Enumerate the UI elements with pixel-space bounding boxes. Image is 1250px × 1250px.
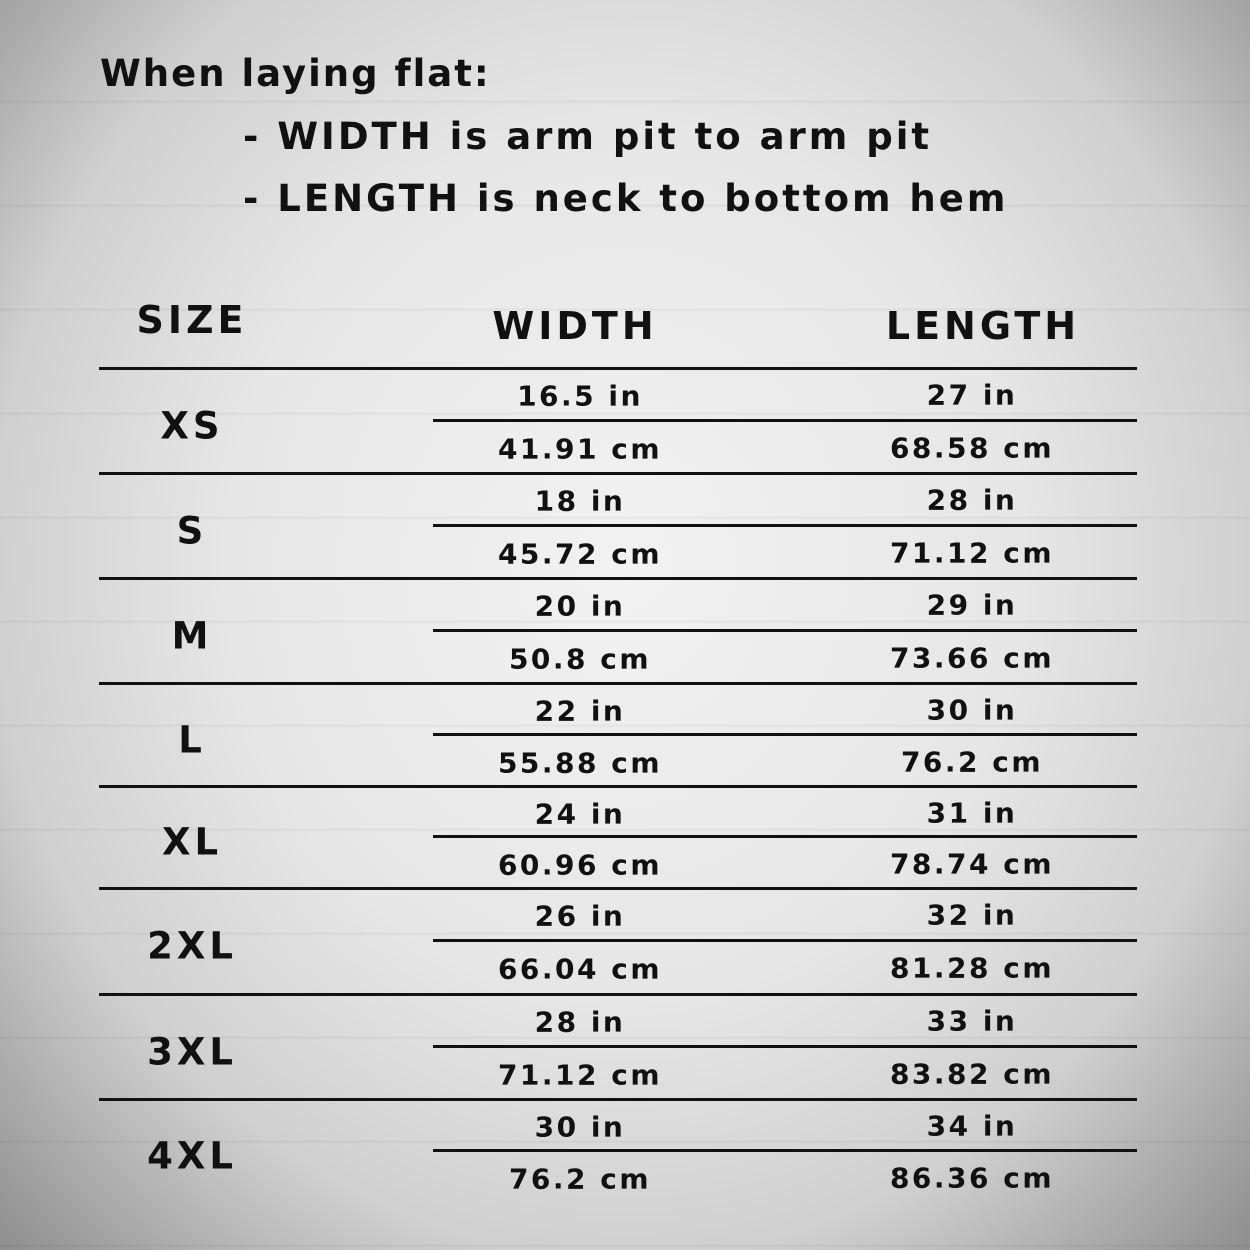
size-label: S xyxy=(176,509,208,552)
row-divider xyxy=(99,682,1137,685)
length-cm: 71.12 cm xyxy=(889,536,1055,569)
unit-divider xyxy=(433,835,1137,838)
length-cm: 76.2 cm xyxy=(900,745,1044,778)
unit-divider xyxy=(433,629,1137,632)
unit-divider xyxy=(433,419,1137,422)
length-cm: 73.66 cm xyxy=(889,641,1055,674)
header-width: WIDTH xyxy=(492,304,658,348)
width-inches: 18 in xyxy=(534,484,626,518)
header-length: LENGTH xyxy=(885,304,1081,348)
size-label: M xyxy=(171,614,213,657)
length-inches: 31 in xyxy=(926,796,1018,830)
length-cm: 86.36 cm xyxy=(889,1161,1055,1195)
width-cm: 60.96 cm xyxy=(497,848,663,882)
length-inches: 30 in xyxy=(926,693,1018,727)
size-label: 4XL xyxy=(147,1134,237,1178)
width-inches: 20 in xyxy=(534,589,626,623)
row-divider xyxy=(99,993,1137,996)
row-divider xyxy=(99,367,1137,370)
length-note: - LENGTH is neck to bottom hem xyxy=(243,177,1009,220)
length-inches: 29 in xyxy=(926,588,1018,622)
length-cm: 83.82 cm xyxy=(889,1057,1055,1090)
length-cm: 78.74 cm xyxy=(889,847,1055,881)
size-label: 2XL xyxy=(147,924,237,968)
width-cm: 71.12 cm xyxy=(497,1058,663,1091)
width-inches: 16.5 in xyxy=(517,379,643,413)
length-inches: 27 in xyxy=(926,378,1018,412)
length-inches: 34 in xyxy=(926,1109,1018,1143)
header-size: SIZE xyxy=(136,298,248,342)
unit-divider xyxy=(433,524,1137,527)
size-label: 3XL xyxy=(147,1030,237,1073)
length-inches: 28 in xyxy=(926,483,1018,517)
width-cm: 41.91 cm xyxy=(497,432,663,465)
unit-divider xyxy=(433,1149,1137,1152)
intro-title: When laying flat: xyxy=(100,52,491,95)
width-note: - WIDTH is arm pit to arm pit xyxy=(243,115,933,158)
row-divider xyxy=(99,472,1137,475)
row-divider xyxy=(99,577,1137,580)
width-cm: 45.72 cm xyxy=(497,537,663,570)
length-inches: 32 in xyxy=(926,898,1018,932)
width-inches: 28 in xyxy=(534,1005,626,1039)
width-inches: 22 in xyxy=(534,694,626,728)
size-label: L xyxy=(178,718,206,761)
width-inches: 24 in xyxy=(534,797,626,831)
length-inches: 33 in xyxy=(926,1004,1018,1038)
width-cm: 50.8 cm xyxy=(508,642,652,675)
width-inches: 26 in xyxy=(534,899,626,933)
width-cm: 66.04 cm xyxy=(497,952,663,986)
size-label: XL xyxy=(161,820,223,864)
row-divider xyxy=(99,1098,1137,1101)
width-cm: 76.2 cm xyxy=(508,1162,652,1196)
length-cm: 81.28 cm xyxy=(889,951,1055,985)
length-cm: 68.58 cm xyxy=(889,431,1055,464)
row-divider xyxy=(99,785,1137,788)
width-cm: 55.88 cm xyxy=(497,746,663,779)
unit-divider xyxy=(433,1045,1137,1048)
size-label: XS xyxy=(160,404,224,447)
width-inches: 30 in xyxy=(534,1110,626,1144)
unit-divider xyxy=(433,939,1137,942)
row-divider xyxy=(99,887,1137,890)
unit-divider xyxy=(433,733,1137,736)
